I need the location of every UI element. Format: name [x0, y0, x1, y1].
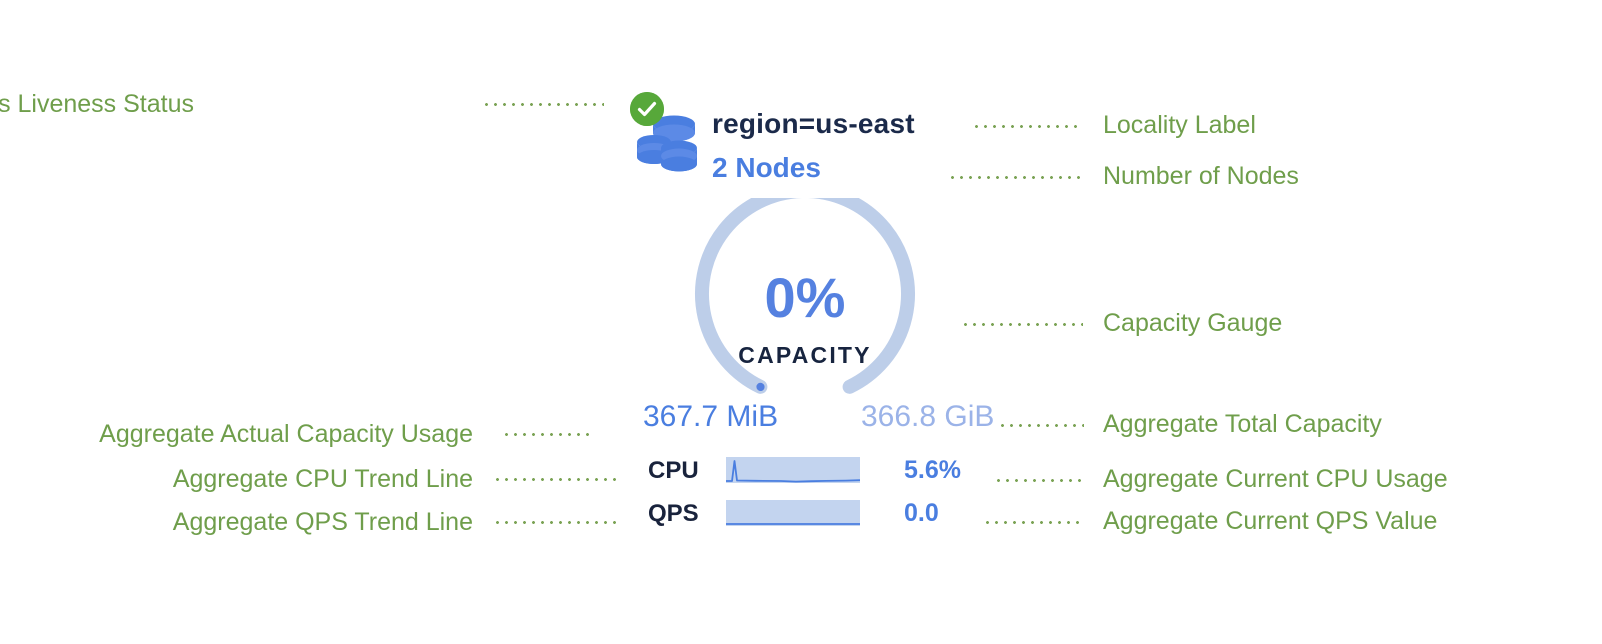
database-stack-icon — [634, 110, 700, 174]
metric-value-cpu: 5.6% — [904, 456, 961, 484]
annotation-aggregate-qps-trend-line: Aggregate QPS Trend Line — [172, 508, 473, 536]
leader-line-aggregate-actual-capacity-usage — [502, 433, 592, 436]
annotation-capacity-gauge: Capacity Gauge — [1103, 309, 1283, 337]
annotation-aggregate-actual-capacity-usage: Aggregate Actual Capacity Usage — [99, 420, 473, 448]
annotation-number-of-nodes: Number of Nodes — [1103, 162, 1299, 190]
gauge-percent-value: 0% — [764, 266, 846, 329]
gauge-caption: CAPACITY — [738, 342, 872, 368]
annotation-aggregate-cpu-trend-line: Aggregate CPU Trend Line — [172, 465, 473, 493]
leader-line-aggregate-current-qps-value — [983, 521, 1083, 524]
node-summary-block: region=us-east 2 Nodes — [630, 92, 970, 192]
metric-row-cpu: CPU 5.6% — [648, 455, 978, 489]
check-circle-icon — [630, 92, 664, 126]
metric-value-qps: 0.0 — [904, 499, 939, 527]
node-count-value: 2 Nodes — [712, 152, 821, 183]
leader-line-locality-label — [972, 125, 1082, 128]
capacity-total-value: 366.8 GiB — [861, 400, 995, 433]
cpu-trend-sparkline — [726, 457, 860, 483]
metric-label-cpu: CPU — [648, 457, 699, 484]
leader-line-nodes-liveness-status — [482, 103, 604, 106]
leader-line-aggregate-cpu-trend-line — [493, 478, 621, 481]
capacity-used-value: 367.7 MiB — [643, 400, 779, 433]
leader-line-aggregate-total-capacity — [998, 424, 1084, 427]
annotation-aggregate-total-capacity: Aggregate Total Capacity — [1103, 410, 1382, 438]
locality-label-value: region=us-east — [712, 108, 915, 139]
leader-line-aggregate-current-cpu-usage — [994, 479, 1084, 482]
annotation-aggregate-current-cpu-usage: Aggregate Current CPU Usage — [1103, 465, 1448, 493]
annotation-nodes-liveness-status: Nodes Liveness Status — [0, 90, 194, 118]
qps-trend-sparkline — [726, 500, 860, 526]
leader-line-capacity-gauge — [961, 323, 1083, 326]
annotation-locality-label: Locality Label — [1103, 111, 1256, 139]
capacity-gauge: 0% CAPACITY — [670, 198, 940, 413]
annotation-aggregate-current-qps-value: Aggregate Current QPS Value — [1103, 507, 1438, 535]
gauge-track — [695, 198, 915, 394]
leader-line-aggregate-qps-trend-line — [493, 521, 621, 524]
metric-row-qps: QPS 0.0 — [648, 498, 978, 532]
metric-label-qps: QPS — [648, 500, 699, 527]
leader-line-number-of-nodes — [948, 176, 1080, 179]
